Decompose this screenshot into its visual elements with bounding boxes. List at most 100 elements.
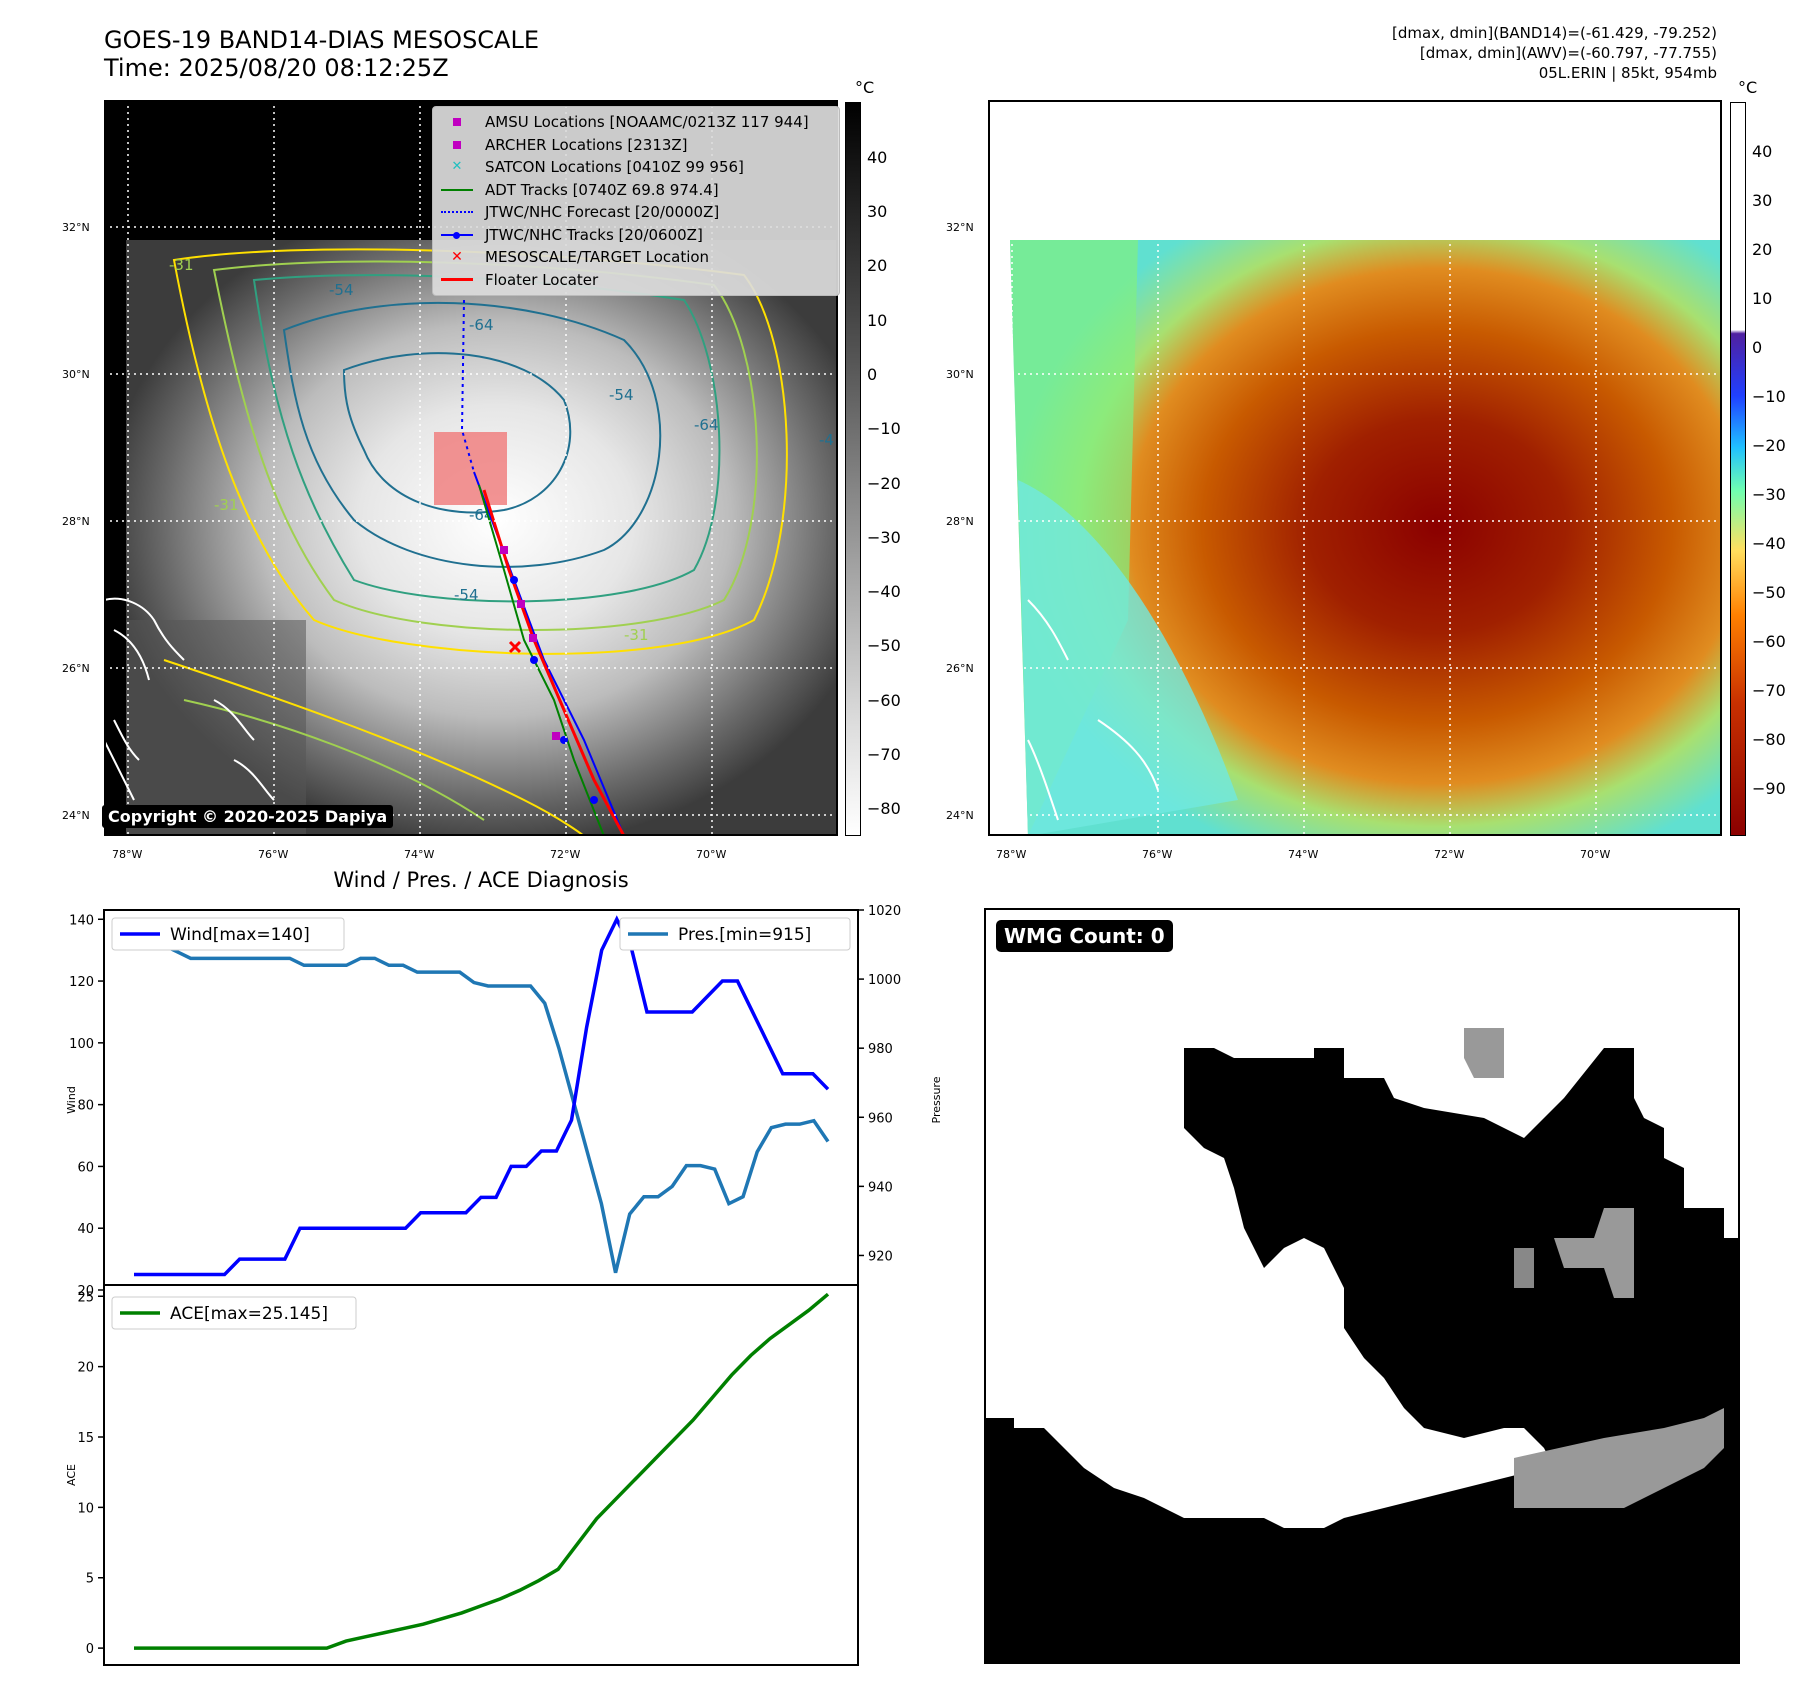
lon-label: 76°W <box>258 848 289 861</box>
colorbar-tick: 0 <box>867 365 878 384</box>
colorbar-tick: −70 <box>1752 681 1786 700</box>
wind-pressure-chart: 20 40 60 80 100 120 140 920 940 960 980 1000 1020 W… <box>65 904 940 1299</box>
wind-axis-tick-label: 100 <box>69 1037 94 1052</box>
contour-label: -64 <box>694 416 719 434</box>
wmg-gray-cell <box>1464 1028 1504 1078</box>
wind-axis-tick-label: 120 <box>69 975 94 990</box>
ace-legend-label: ACE[max=25.145] <box>170 1304 328 1324</box>
colorbar-tick: −30 <box>1752 485 1786 504</box>
contour-label: -31 <box>624 626 649 644</box>
legend-item: Floater Locater <box>439 269 831 292</box>
page-subtitle-time: Time: 2025/08/20 08:12:25Z <box>104 54 449 82</box>
pressure-legend: Pres.[min=915] <box>619 917 851 951</box>
storm-info: 05L.ERIN | 85kt, 954mb <box>1538 64 1717 82</box>
lon-label: 78°W <box>996 848 1027 861</box>
pressure-legend-label: Pres.[min=915] <box>678 925 811 945</box>
colorbar-tick: −80 <box>867 799 901 818</box>
adt-track <box>478 484 605 836</box>
colorbar-tick: 20 <box>867 256 888 275</box>
wind-axis-tick-label: 80 <box>77 1099 94 1114</box>
awv-map-panel <box>988 100 1722 836</box>
pressure-axis-tick-label: 980 <box>868 1042 893 1057</box>
wind-axis-tick-label: 20 <box>77 1284 94 1299</box>
ace-axis-tick-label: 15 <box>77 1431 94 1446</box>
lon-label: 70°W <box>696 848 727 861</box>
colorbar-tick: −70 <box>867 745 901 764</box>
colorbar-unit: °C <box>1738 78 1758 97</box>
colorbar-tick: −50 <box>1752 583 1786 602</box>
legend-item: AMSU Locations [NOAAMC/0213Z 117 944] <box>439 111 831 134</box>
contour-label: -31 <box>214 496 239 514</box>
colorbar-tick: −60 <box>1752 632 1786 651</box>
legend-item: JTWC/NHC Tracks [20/0600Z] <box>439 224 831 247</box>
wmg-gray-cell <box>1514 1248 1534 1288</box>
lon-label: 74°W <box>1288 848 1319 861</box>
stats-band14: [dmax, dmin](BAND14)=(-61.429, -79.252) <box>1392 24 1717 42</box>
colorbar-tick: 0 <box>1752 338 1763 357</box>
legend-item: ARCHER Locations [2313Z] <box>439 134 831 157</box>
colorbar-tick: −10 <box>867 419 901 438</box>
pressure-axis-label: Pressure <box>930 1076 940 1123</box>
colorbar-tick: −20 <box>867 474 901 493</box>
contour-label: -54 <box>609 386 634 404</box>
ace-axis-tick-label: 0 <box>86 1642 94 1657</box>
mesoscale-target-box <box>434 432 507 505</box>
lon-label: 76°W <box>1142 848 1173 861</box>
ace-axis-tick-label: 25 <box>77 1290 94 1305</box>
wmg-gray-cell <box>1514 1408 1724 1508</box>
colorbar-tick: −50 <box>867 636 901 655</box>
wind-series-line <box>134 915 830 1277</box>
colorbar-tick: 10 <box>867 311 888 330</box>
colorbar-tick: −80 <box>1752 730 1786 749</box>
wind-legend-label: Wind[max=140] <box>170 925 310 945</box>
lat-label: 24°N <box>62 809 90 822</box>
contour-label: -54 <box>454 586 479 604</box>
lat-label: 26°N <box>62 662 90 675</box>
pressure-axis-tick-label: 940 <box>868 1180 893 1195</box>
wind-axis-tick-label: 40 <box>77 1222 94 1237</box>
lat-label: 28°N <box>62 515 90 528</box>
colorbar-tick: −90 <box>1752 779 1786 798</box>
colorbar-tick: 30 <box>867 202 888 221</box>
lat-label: 30°N <box>946 368 974 381</box>
colorbar-tick: 20 <box>1752 240 1773 259</box>
coastlines <box>1027 599 1159 821</box>
contour-label: -64 <box>469 316 494 334</box>
ace-axis-tick-label: 10 <box>77 1501 94 1516</box>
colorbar-tick: 10 <box>1752 289 1773 308</box>
lat-label: 32°N <box>62 221 90 234</box>
lat-label: 30°N <box>62 368 90 381</box>
colorbar-tick: 40 <box>867 148 888 167</box>
ace-legend: ACE[max=25.145] <box>111 1296 357 1330</box>
ace-series-line <box>134 1292 830 1650</box>
colorbar-awv <box>1730 102 1746 836</box>
map-grid <box>104 100 838 836</box>
copyright-badge: Copyright © 2020-2025 Dapiya <box>102 805 394 828</box>
lon-label: 72°W <box>550 848 581 861</box>
lat-label: 26°N <box>946 662 974 675</box>
floater-track <box>482 489 626 836</box>
page-title: GOES-19 BAND14-DIAS MESOSCALE <box>104 26 540 54</box>
colorbar-unit: °C <box>855 78 875 97</box>
ace-axis-tick-label: 5 <box>86 1572 94 1587</box>
wind-legend: Wind[max=140] <box>111 917 345 951</box>
pressure-axis-tick-label: 1000 <box>868 973 901 988</box>
stats-awv: [dmax, dmin](AWV)=(-60.797, -77.755) <box>1419 44 1717 62</box>
ace-axis-tick-label: 20 <box>77 1361 94 1376</box>
pressure-axis-tick-label: 920 <box>868 1249 893 1264</box>
colorbar-tick: −20 <box>1752 436 1786 455</box>
colorbar-tick: 30 <box>1752 191 1773 210</box>
colorbar-tick: −30 <box>867 528 901 547</box>
wmg-land-mask <box>1184 1048 1740 1568</box>
colorbar-ir <box>845 102 861 836</box>
colorbar-tick: −60 <box>867 691 901 710</box>
legend-item: ✕ MESOSCALE/TARGET Location <box>451 248 710 266</box>
wind-axis-tick-label: 60 <box>77 1160 94 1175</box>
ace-axis-label: ACE <box>65 1464 78 1486</box>
legend-item: JTWC/NHC Forecast [20/0000Z] <box>439 201 831 224</box>
contour-label: -54 <box>329 281 354 299</box>
lat-label: 24°N <box>946 809 974 822</box>
map-grid <box>988 100 1722 836</box>
contour-label: -4 <box>819 431 834 449</box>
